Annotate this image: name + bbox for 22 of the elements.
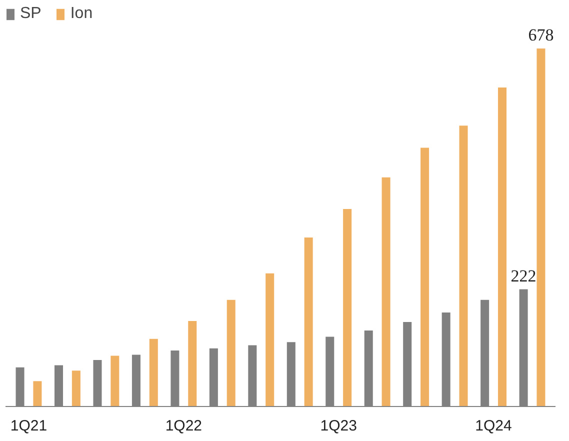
bar (459, 126, 468, 406)
data-label: 678 (528, 25, 554, 44)
bar (149, 338, 158, 406)
data-label: 222 (510, 266, 536, 286)
x-tick-label: 1Q24 (475, 418, 512, 434)
x-tick-label: 1Q21 (10, 418, 48, 434)
legend-label: Ion (70, 5, 93, 23)
bar (498, 88, 507, 406)
legend-label: SP (20, 5, 42, 23)
bar (420, 148, 430, 406)
bar (188, 320, 197, 406)
bar (226, 300, 236, 406)
bar (266, 273, 274, 406)
bar (343, 209, 352, 406)
bar (304, 238, 313, 406)
bar (382, 177, 390, 406)
bar (72, 370, 80, 406)
bar (110, 356, 120, 406)
x-tick-label: 1Q22 (165, 418, 202, 434)
bar (33, 381, 42, 406)
x-tick-label: 1Q23 (320, 418, 357, 434)
bar (536, 48, 546, 406)
